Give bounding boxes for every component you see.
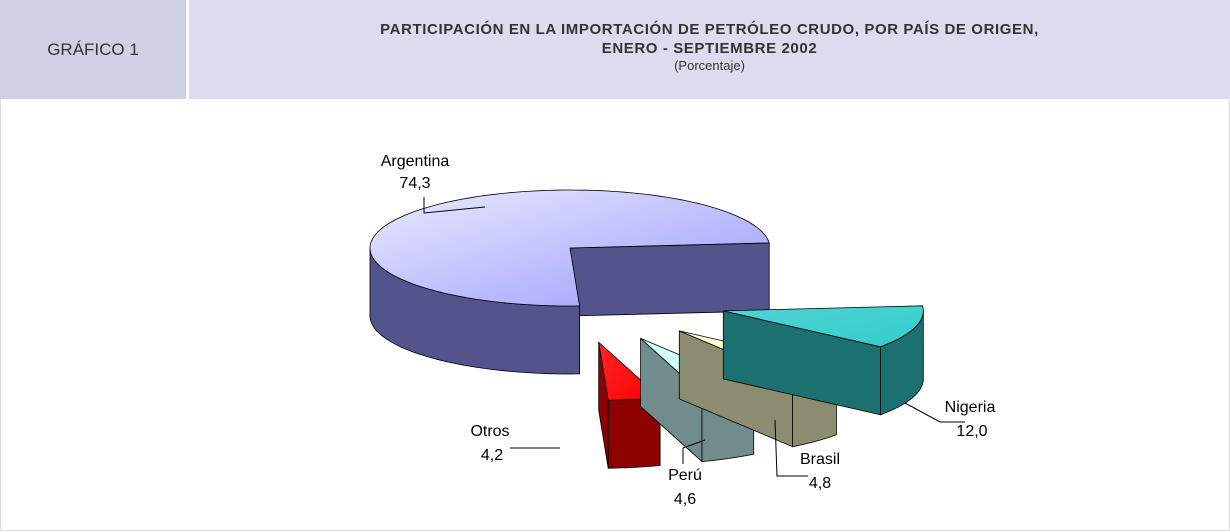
category-label: Perú: [668, 467, 702, 484]
slice-side: [569, 242, 770, 317]
category-label: Argentina: [381, 153, 450, 170]
value-label: 74,3: [399, 175, 430, 192]
slice: [722, 305, 924, 416]
leader-line: [423, 197, 486, 214]
category-label: Brasil: [800, 451, 840, 468]
value-label: 4,2: [481, 447, 503, 464]
chart-title: ENERO - SEPTIEMBRE 2002: [601, 40, 818, 57]
slice-top: [723, 305, 924, 348]
value-label: 4,8: [809, 475, 831, 492]
category-label: Otros: [470, 423, 509, 440]
slice-top: [369, 189, 770, 307]
figure-label: GRÁFICO 1: [0, 0, 186, 99]
header: PARTICIPACIÓN EN LA IMPORTACIÓN DE PETRÓ…: [189, 0, 1230, 99]
value-label: 4,6: [674, 491, 696, 508]
slice: [369, 189, 770, 375]
chart-subtitle: (Porcentaje): [674, 58, 745, 73]
leader-line: [904, 402, 965, 423]
category-label: Nigeria: [945, 399, 996, 416]
leader-line: [774, 419, 808, 477]
leader-line: [682, 439, 706, 464]
value-label: 12,0: [956, 423, 987, 440]
chart-title: PARTICIPACIÓN EN LA IMPORTACIÓN DE PETRÓ…: [380, 21, 1039, 38]
